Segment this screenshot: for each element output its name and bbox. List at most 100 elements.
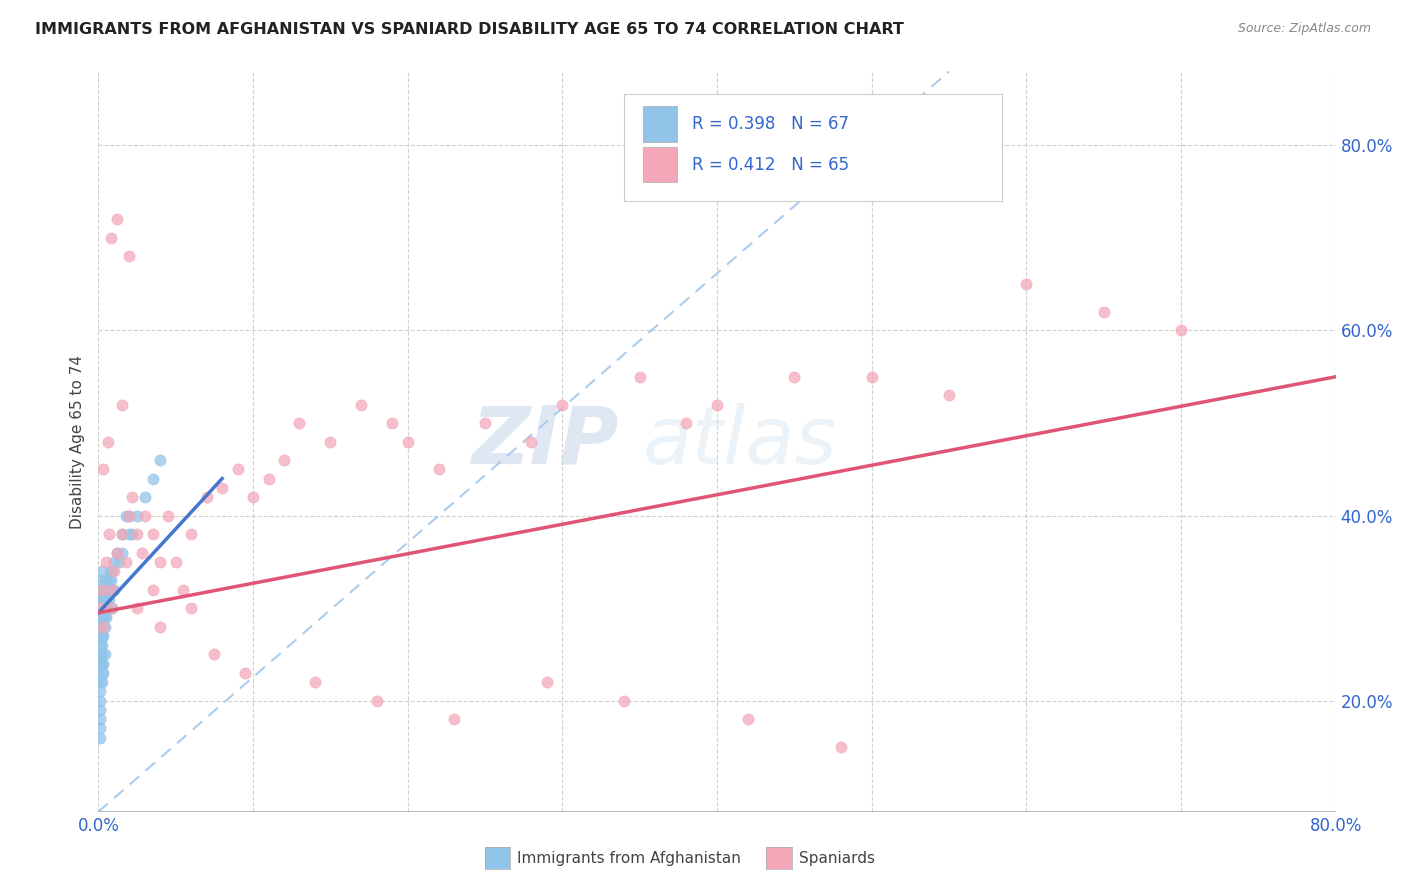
Point xyxy=(89,694,111,708)
Text: Spaniards: Spaniards xyxy=(799,851,875,865)
Text: ZIP: ZIP xyxy=(471,402,619,481)
Point xyxy=(111,546,134,560)
Point xyxy=(211,481,233,495)
Point xyxy=(107,555,129,569)
Point xyxy=(96,555,118,569)
Point xyxy=(89,731,111,745)
Point xyxy=(115,508,138,523)
Point xyxy=(89,703,111,717)
Point xyxy=(89,638,111,652)
Point xyxy=(105,546,128,560)
Text: IMMIGRANTS FROM AFGHANISTAN VS SPANIARD DISABILITY AGE 65 TO 74 CORRELATION CHAR: IMMIGRANTS FROM AFGHANISTAN VS SPANIARD … xyxy=(35,22,904,37)
Point xyxy=(90,619,112,633)
Point xyxy=(142,471,165,485)
Point xyxy=(737,712,759,726)
Point xyxy=(93,610,115,624)
Point xyxy=(127,601,149,615)
Point xyxy=(97,582,120,597)
Point xyxy=(628,369,651,384)
Point xyxy=(90,591,112,606)
Point xyxy=(93,591,115,606)
Point xyxy=(180,527,202,541)
Point xyxy=(149,453,172,467)
Point xyxy=(101,582,124,597)
Y-axis label: Disability Age 65 to 74: Disability Age 65 to 74 xyxy=(70,354,86,529)
Point xyxy=(91,601,114,615)
Point xyxy=(938,388,960,402)
Point xyxy=(89,591,111,606)
Point xyxy=(93,648,115,662)
Point xyxy=(226,462,249,476)
Point xyxy=(96,591,118,606)
Point xyxy=(675,416,697,430)
Point xyxy=(149,619,172,633)
Point xyxy=(90,665,112,680)
Point xyxy=(91,619,114,633)
Text: atlas: atlas xyxy=(643,402,838,481)
Point xyxy=(97,601,120,615)
Text: R = 0.398   N = 67: R = 0.398 N = 67 xyxy=(692,115,849,133)
Point xyxy=(91,665,114,680)
Point xyxy=(93,574,115,588)
Point xyxy=(396,434,419,449)
Point xyxy=(90,564,112,578)
Point xyxy=(134,490,156,504)
Point xyxy=(96,601,118,615)
Point xyxy=(100,231,122,245)
Point xyxy=(115,555,138,569)
Point xyxy=(103,555,125,569)
Point xyxy=(165,555,187,569)
Point xyxy=(1170,324,1192,338)
Point xyxy=(90,648,112,662)
Point xyxy=(96,610,118,624)
Point xyxy=(90,601,112,615)
Point xyxy=(90,582,112,597)
Point xyxy=(98,591,121,606)
Point xyxy=(427,462,450,476)
Point xyxy=(98,527,121,541)
Point xyxy=(103,564,125,578)
Point xyxy=(89,648,111,662)
Point xyxy=(149,555,172,569)
Point xyxy=(257,471,280,485)
Point xyxy=(474,416,496,430)
Point xyxy=(1015,277,1038,292)
Point xyxy=(613,694,636,708)
Bar xyxy=(643,147,678,183)
Point xyxy=(91,629,114,643)
Point xyxy=(180,601,202,615)
Point xyxy=(111,527,134,541)
Point xyxy=(157,508,180,523)
Point xyxy=(1092,305,1115,319)
Point xyxy=(89,619,111,633)
Bar xyxy=(643,106,678,142)
Point xyxy=(90,638,112,652)
Point xyxy=(105,546,128,560)
Point xyxy=(142,582,165,597)
Point xyxy=(304,675,326,690)
Point xyxy=(101,564,124,578)
Point xyxy=(91,657,114,671)
Point xyxy=(89,629,111,643)
FancyBboxPatch shape xyxy=(624,94,1001,201)
Point xyxy=(91,591,114,606)
Text: Immigrants from Afghanistan: Immigrants from Afghanistan xyxy=(517,851,741,865)
Point xyxy=(830,739,852,754)
Point xyxy=(89,657,111,671)
Point xyxy=(89,582,111,597)
Point xyxy=(121,490,143,504)
Point xyxy=(91,582,114,597)
Point xyxy=(100,601,122,615)
Point xyxy=(204,648,226,662)
Point xyxy=(100,582,122,597)
Point xyxy=(381,416,404,430)
Point xyxy=(103,582,125,597)
Point xyxy=(288,416,311,430)
Point xyxy=(195,490,218,504)
Point xyxy=(90,582,112,597)
Point xyxy=(173,582,195,597)
Point xyxy=(131,546,153,560)
Point xyxy=(536,675,558,690)
Point xyxy=(121,527,143,541)
Point xyxy=(89,712,111,726)
